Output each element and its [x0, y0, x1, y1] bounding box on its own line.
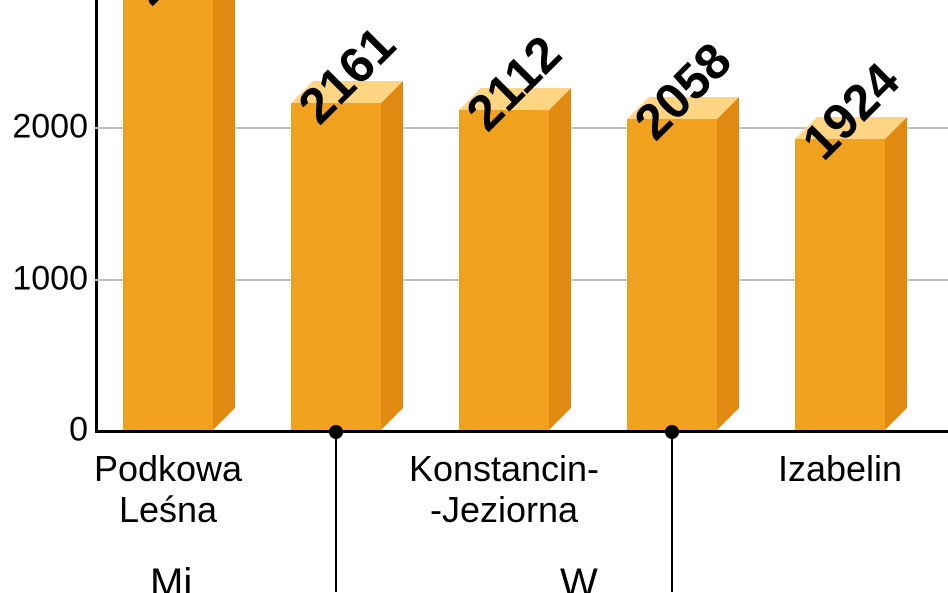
bar	[291, 103, 381, 430]
bar	[795, 139, 885, 430]
bar-front	[459, 110, 549, 430]
bar	[459, 110, 549, 430]
y-tick-label: 0	[8, 411, 88, 450]
bar-side	[213, 0, 235, 430]
bar	[123, 0, 213, 430]
bar-front	[123, 0, 213, 430]
x-axis-label-cut: Mi	[150, 560, 550, 593]
bar-side	[381, 81, 403, 430]
bar-side	[885, 117, 907, 430]
bar-front	[627, 119, 717, 430]
bar-side	[549, 88, 571, 430]
x-axis-label: Konstancin- -Jeziorna	[384, 448, 624, 531]
x-axis-line	[95, 430, 948, 433]
bar	[627, 119, 717, 430]
bar-side	[717, 97, 739, 430]
bar-front	[291, 103, 381, 430]
bar-chart: 0100020003000 292161211220581924 Podkowa…	[0, 0, 948, 593]
bar-front	[795, 139, 885, 430]
x-axis-label: Podkowa Leśna	[48, 448, 288, 531]
y-tick-label: 1000	[8, 259, 88, 298]
x-axis-label: Izabelin	[720, 448, 948, 489]
y-tick-label: 2000	[8, 108, 88, 147]
x-axis-label-cut: W	[560, 560, 948, 593]
